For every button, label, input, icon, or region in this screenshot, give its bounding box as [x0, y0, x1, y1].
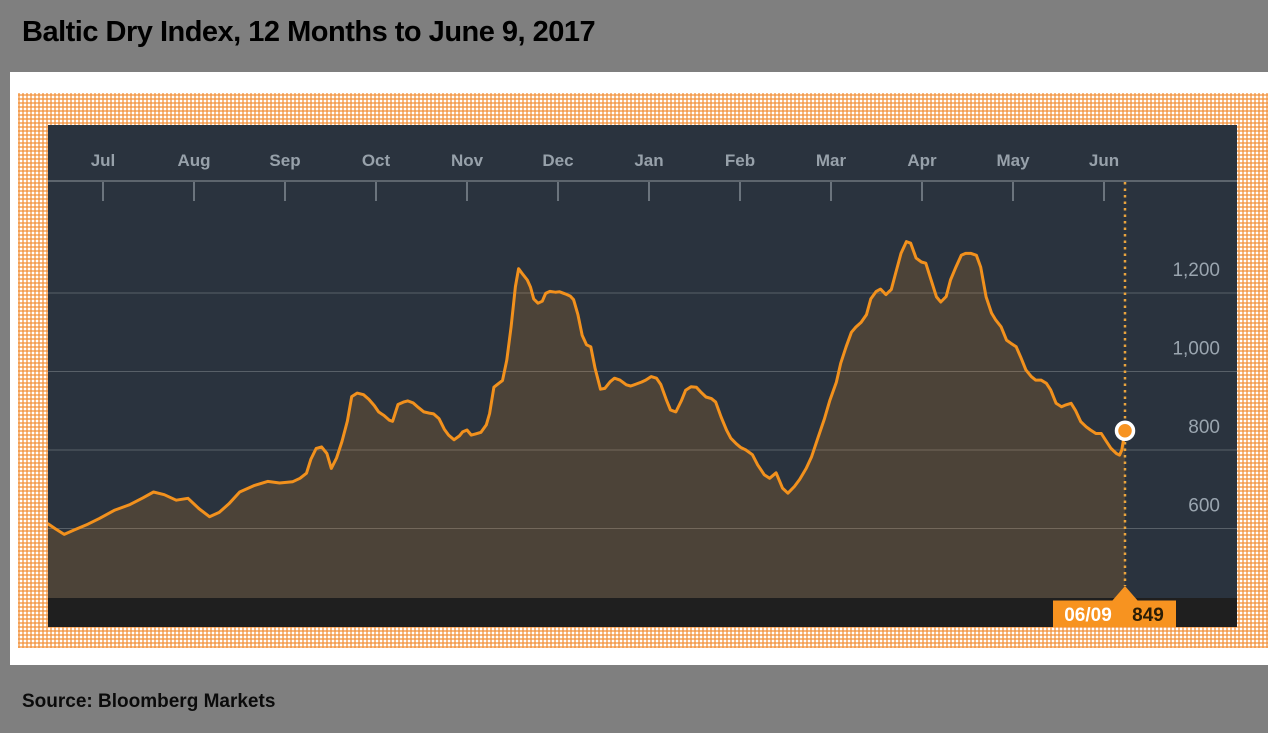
series-line [48, 240, 1127, 536]
callout-date: 06/09 [1064, 605, 1112, 626]
bottom-bar [48, 598, 1237, 627]
y-tick-label-800: 800 [1188, 417, 1220, 438]
callout-box [1053, 600, 1176, 627]
source-credit: Source: Bloomberg Markets [22, 691, 276, 712]
x-tick-label-Apr: Apr [907, 151, 937, 170]
x-tick-label-Jan: Jan [634, 151, 663, 170]
x-tick-label-Mar: Mar [816, 151, 847, 170]
last-point-marker [1114, 420, 1136, 442]
y-tick-label-1,200: 1,200 [1172, 260, 1220, 281]
y-tick-label-1,000: 1,000 [1172, 339, 1220, 360]
x-tick-label-Nov: Nov [451, 151, 484, 170]
x-tick-label-Aug: Aug [177, 151, 210, 170]
callout-pointer [1112, 586, 1138, 601]
x-tick-label-Oct: Oct [362, 151, 391, 170]
x-tick-label-Sep: Sep [269, 151, 300, 170]
series-area [48, 241, 1125, 598]
x-tick-label-Jul: Jul [91, 151, 116, 170]
plot-background [48, 125, 1237, 627]
y-tick-label-600: 600 [1188, 496, 1220, 517]
x-tick-label-Feb: Feb [725, 151, 755, 170]
x-tick-label-Jun: Jun [1089, 151, 1119, 170]
chart-title: Baltic Dry Index, 12 Months to June 9, 2… [22, 16, 596, 48]
x-tick-label-Dec: Dec [542, 151, 573, 170]
callout-value: 849 [1132, 605, 1164, 626]
x-tick-label-May: May [996, 151, 1030, 170]
chart-plot: Jul Aug Sep Oct Nov Dec Jan Feb Mar Apr May Jun 600 8… [48, 125, 1237, 627]
